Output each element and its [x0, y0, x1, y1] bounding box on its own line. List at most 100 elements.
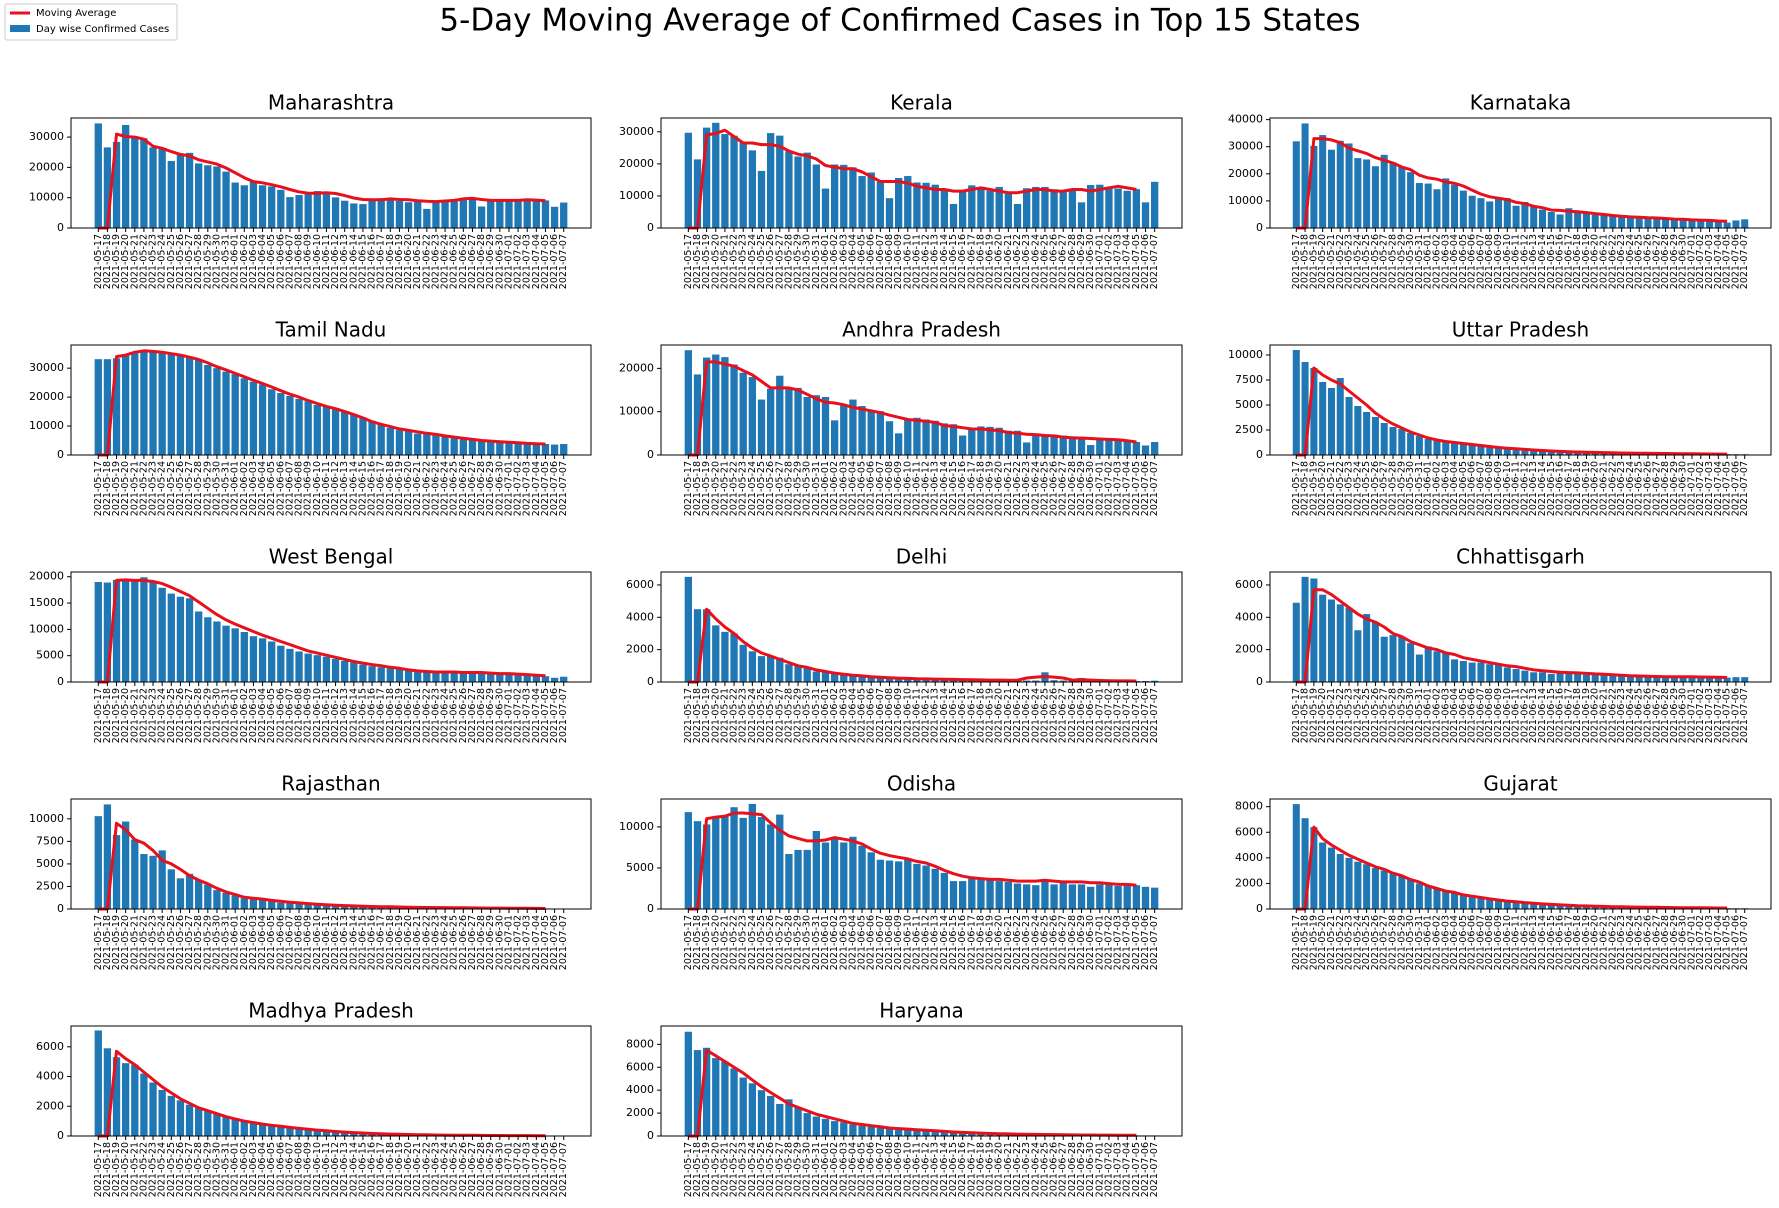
axes-frame [70, 798, 592, 910]
bar [1538, 672, 1546, 682]
bar [1077, 436, 1086, 455]
x-tick-label: 2021-06-04 [1449, 234, 1460, 289]
bar [721, 631, 729, 682]
moving-average-line [98, 1049, 546, 1138]
bar [94, 582, 102, 682]
bar [876, 411, 885, 455]
x-tick-label: 2021-06-10 [902, 461, 913, 516]
x-tick-label: 2021-06-23 [430, 688, 441, 743]
bar [830, 164, 839, 228]
x-tick-label: 2021-05-17 [93, 915, 104, 970]
bar [1310, 827, 1318, 909]
x-tick-label: 2021-06-09 [893, 234, 904, 289]
x-tick-label: 2021-05-17 [1291, 915, 1302, 970]
x-tick-label: 2021-06-25 [1039, 915, 1050, 970]
x-tick-label: 2021-05-17 [683, 688, 694, 743]
bar [258, 899, 267, 909]
bar [867, 1126, 875, 1136]
x-tick-label: 2021-05-21 [719, 915, 730, 970]
x-tick-label: 2021-05-17 [93, 688, 104, 743]
bar [550, 444, 559, 455]
subplot-title: Uttar Pradesh [1452, 318, 1589, 342]
bar [1451, 659, 1459, 682]
x-tick-label: 2021-07-05 [1722, 688, 1733, 743]
x-tick-label: 2021-05-29 [1396, 915, 1407, 970]
x-tick-label: 2021-05-26 [1370, 234, 1381, 289]
x-tick-label: 2021-05-28 [193, 461, 204, 516]
x-tick-label: 2021-06-11 [1511, 915, 1522, 970]
bar [140, 138, 148, 228]
y-tick-label: 4000 [626, 1083, 654, 1096]
x-tick-label: 2021-06-29 [1076, 234, 1087, 289]
x-tick-label: 2021-06-26 [458, 915, 469, 970]
x-tick-label: 2021-05-19 [701, 1142, 712, 1197]
x-tick-label: 2021-06-29 [1076, 688, 1087, 743]
x-tick-label: 2021-05-23 [738, 1142, 749, 1197]
bar [712, 625, 720, 682]
bar [532, 201, 540, 228]
bar [1574, 905, 1582, 909]
bar [876, 1127, 885, 1136]
x-tick-label: 2021-05-20 [120, 461, 131, 516]
x-tick-label: 2021-06-10 [1502, 461, 1513, 516]
x-tick-label: 2021-05-22 [729, 1142, 740, 1197]
x-tick-label: 2021-05-26 [175, 461, 186, 516]
x-tick-label: 2021-06-28 [1067, 234, 1078, 289]
bar [1004, 192, 1013, 228]
bar [1468, 896, 1476, 909]
x-tick-label: 2021-06-25 [449, 915, 460, 970]
bar [1123, 441, 1131, 455]
x-tick-label: 2021-06-16 [1555, 461, 1566, 516]
bar [1538, 903, 1546, 909]
bar [995, 427, 1003, 455]
moving-average-line [98, 578, 546, 684]
x-tick-label: 2021-07-02 [513, 234, 524, 289]
x-tick-label: 2021-05-19 [1308, 915, 1319, 970]
x-tick-label: 2021-05-21 [129, 688, 140, 743]
bar [840, 405, 848, 455]
x-tick-label: 2021-06-23 [1021, 461, 1032, 516]
bar [1041, 879, 1049, 909]
x-tick-label: 2021-06-15 [357, 234, 368, 289]
bar [748, 651, 757, 682]
bar [785, 387, 793, 455]
x-tick-label: 2021-05-27 [774, 461, 785, 516]
x-tick-label: 2021-05-24 [747, 461, 758, 516]
x-tick-label: 2021-05-30 [802, 1142, 813, 1197]
x-tick-label: 2021-06-06 [1467, 234, 1478, 289]
x-tick-label: 2021-06-13 [339, 234, 350, 289]
x-tick-label: 2021-06-27 [1058, 1142, 1069, 1197]
bar [794, 156, 802, 228]
legend-swatch [10, 25, 30, 32]
bar [1477, 662, 1485, 682]
x-tick-label: 2021-07-06 [1140, 461, 1151, 516]
x-tick-label: 2021-06-04 [257, 234, 268, 289]
bar [185, 152, 194, 228]
bar [1059, 881, 1067, 909]
bar [1407, 879, 1415, 909]
bar [913, 182, 921, 228]
bar [1141, 886, 1150, 909]
bar [1688, 220, 1696, 228]
bar [377, 667, 385, 682]
bar [1327, 149, 1335, 228]
x-tick-label: 2021-06-22 [421, 461, 432, 516]
x-tick-label: 2021-06-11 [1511, 461, 1522, 516]
x-tick-label: 2021-06-06 [275, 915, 286, 970]
x-tick-label: 2021-06-02 [239, 234, 250, 289]
x-tick-label: 2021-05-18 [692, 1142, 703, 1197]
x-tick-label: 2021-06-09 [303, 234, 314, 289]
x-tick-label: 2021-06-18 [385, 461, 396, 516]
x-tick-label: 2021-05-27 [774, 915, 785, 970]
x-tick-label: 2021-06-22 [421, 1142, 432, 1197]
x-tick-label: 2021-05-31 [1414, 688, 1425, 743]
x-tick-label: 2021-05-24 [1352, 234, 1363, 289]
y-tick-label: 0 [1256, 902, 1263, 915]
x-tick-label: 2021-06-30 [494, 915, 505, 970]
x-tick-label: 2021-05-19 [701, 688, 712, 743]
bar [131, 1064, 139, 1136]
bar [1389, 635, 1397, 682]
bar [1050, 680, 1058, 682]
bar [313, 191, 321, 228]
x-tick-label: 2021-06-05 [266, 1142, 277, 1197]
